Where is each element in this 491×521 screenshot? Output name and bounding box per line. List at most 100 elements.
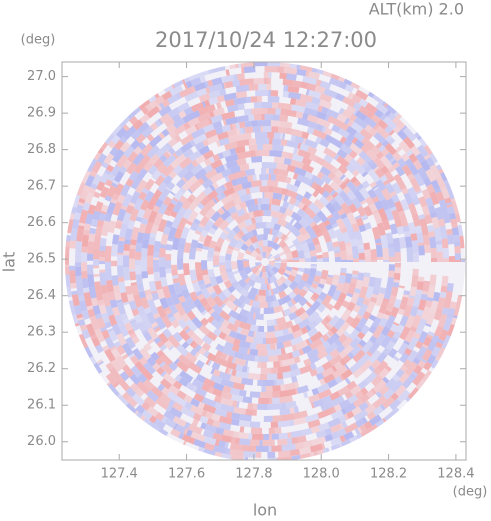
echo-cell [275, 108, 281, 115]
echo-cell [211, 224, 219, 231]
echo-cell [210, 318, 223, 330]
echo-cell [136, 168, 148, 181]
echo-cell [117, 240, 125, 254]
echo-cell [394, 111, 399, 117]
echo-cell [276, 348, 282, 356]
echo-cell [350, 345, 362, 357]
echo-cell [432, 291, 441, 302]
echo-cell [437, 313, 448, 328]
echo-cell [262, 338, 266, 345]
echo-cell [111, 306, 121, 317]
echo-cell [227, 355, 234, 363]
echo-cell [103, 153, 115, 165]
echo-cell [84, 346, 94, 358]
echo-cell [232, 225, 241, 234]
echo-cell [243, 283, 251, 292]
echo-cell [159, 393, 172, 405]
echo-cell [121, 391, 131, 401]
echo-cell [254, 198, 258, 205]
echo-cell [322, 340, 331, 349]
echo-cell [392, 161, 401, 169]
echo-cell [129, 382, 139, 392]
echo-cell [421, 290, 429, 295]
echo-cell [375, 179, 387, 192]
echo-cell [255, 445, 269, 453]
echo-cell [153, 325, 160, 330]
echo-cell [250, 180, 262, 188]
echo-cell [138, 99, 151, 110]
echo-cell [201, 383, 211, 392]
echo-cell [342, 185, 351, 194]
echo-cell [308, 289, 315, 294]
echo-cell [84, 192, 94, 204]
echo-cell [443, 179, 450, 188]
echo-cell [224, 448, 231, 455]
echo-cell [452, 227, 460, 236]
echo-cell [294, 166, 307, 177]
echo-cell [121, 193, 133, 208]
echo-cell [248, 433, 253, 440]
echo-cell [212, 181, 219, 190]
echo-cell [194, 168, 207, 180]
echo-cell [262, 379, 275, 387]
echo-cell [169, 407, 183, 419]
echo-cell [137, 121, 150, 134]
echo-cell [233, 325, 239, 333]
echo-cell [355, 296, 365, 307]
echo-cell [393, 272, 401, 281]
echo-cell [332, 274, 340, 281]
echo-cell [85, 323, 96, 337]
echo-cell [407, 349, 419, 363]
echo-cell [415, 346, 428, 361]
echo-cell [367, 91, 375, 98]
echo-cell [312, 214, 322, 224]
echo-cell [287, 274, 296, 283]
echo-cell [145, 103, 153, 112]
echo-cell [143, 361, 156, 375]
echo-cell [125, 178, 134, 187]
echo-cell [99, 250, 106, 254]
echo-cell [222, 297, 230, 305]
echo-cell [329, 391, 341, 401]
echo-cell [195, 154, 206, 165]
echo-cell [389, 157, 396, 164]
echo-cell [291, 454, 301, 460]
echo-cell [212, 295, 225, 308]
echo-cell [231, 356, 236, 364]
echo-cell [350, 121, 364, 133]
echo-cell [225, 268, 233, 273]
echo-cell [393, 355, 400, 362]
echo-cell [429, 164, 439, 174]
echo-cell [165, 296, 175, 307]
echo-cell [422, 177, 432, 187]
echo-cell [198, 446, 205, 453]
echo-cell [409, 305, 419, 317]
echo-cell [250, 306, 261, 314]
echo-cell [79, 189, 89, 200]
echo-cell [301, 163, 315, 174]
echo-cell [79, 209, 89, 224]
echo-cell [369, 162, 378, 170]
echo-cell [163, 410, 176, 422]
x-tick-label: 127.4 [101, 467, 138, 482]
echo-cell [357, 272, 365, 281]
echo-cell [329, 407, 334, 415]
echo-cell [285, 266, 293, 272]
echo-cell [143, 379, 155, 391]
echo-cell [184, 401, 193, 411]
echo-cell [151, 169, 162, 181]
echo-cell [158, 257, 166, 267]
echo-cell [338, 350, 348, 359]
echo-cell [344, 390, 354, 400]
echo-cell [352, 270, 359, 275]
echo-cell [319, 337, 326, 344]
echo-cell [273, 264, 281, 270]
echo-cell [389, 323, 399, 333]
echo-cell [156, 349, 165, 358]
echo-cell [310, 174, 325, 187]
echo-cell [316, 117, 331, 129]
echo-cell [288, 152, 294, 160]
echo-cell [299, 446, 312, 455]
echo-cell [71, 290, 78, 296]
echo-cell [110, 348, 121, 359]
